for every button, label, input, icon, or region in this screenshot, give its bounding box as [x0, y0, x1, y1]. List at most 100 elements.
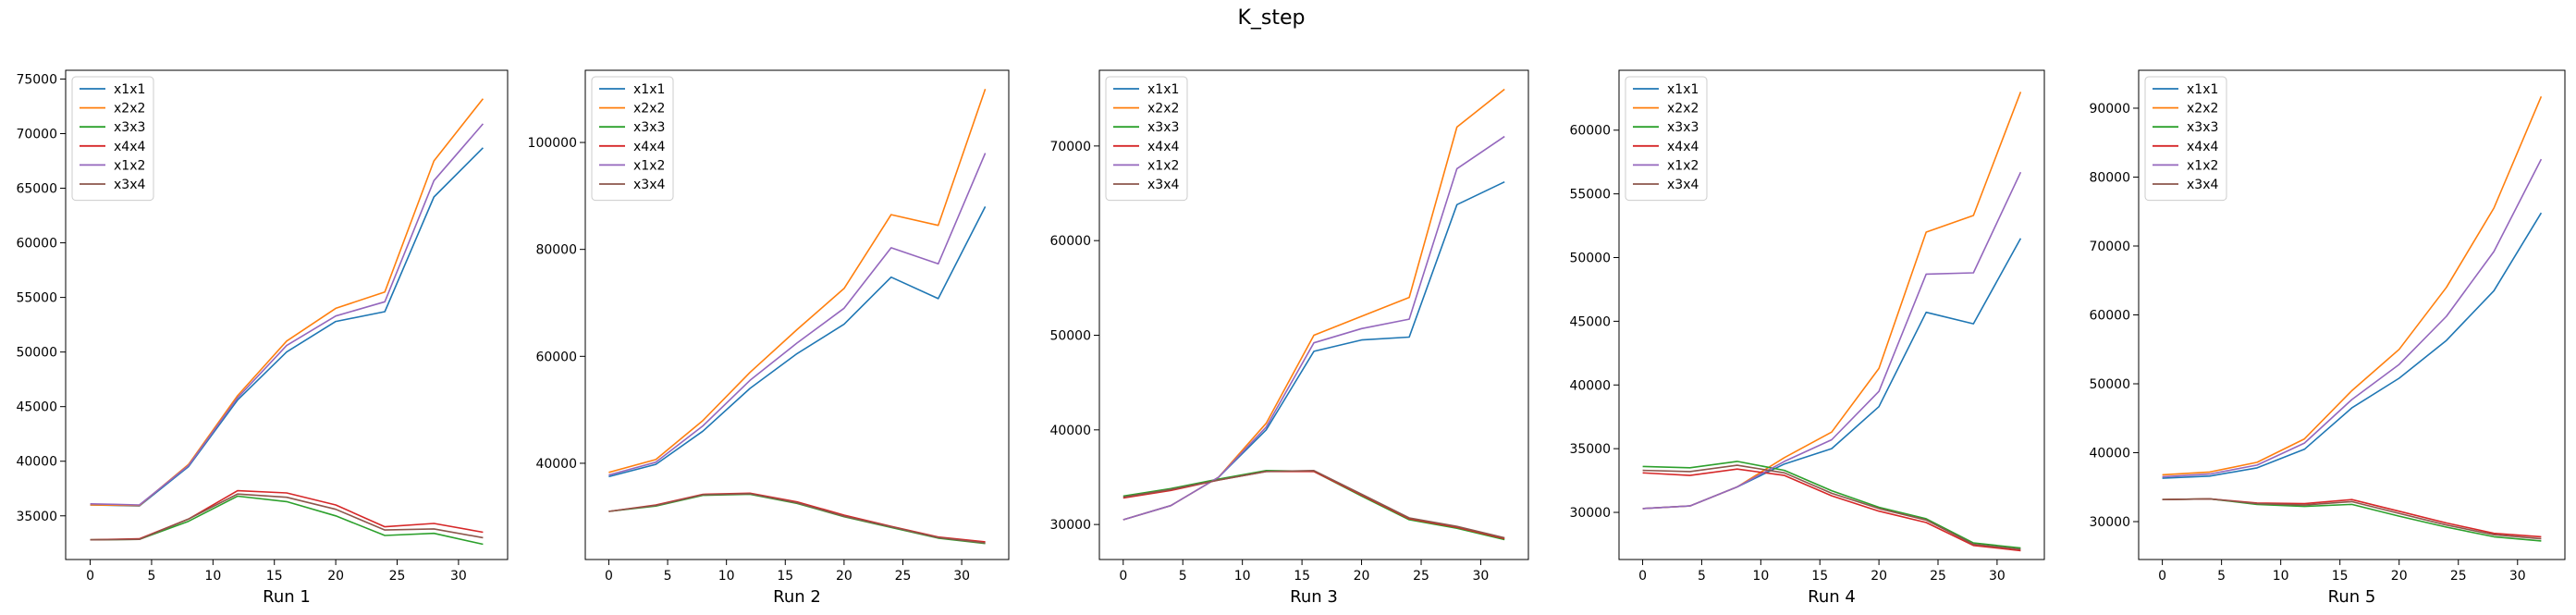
- legend-label-x4x4: x4x4: [114, 140, 145, 154]
- series-line-x3x4: [90, 493, 484, 541]
- legend-label-x1x1: x1x1: [2187, 82, 2218, 97]
- y-tick-label: 40000: [535, 457, 577, 472]
- x-tick-label: 25: [2450, 569, 2467, 584]
- series-line-x1x2: [608, 153, 987, 476]
- x-tick-label: 25: [895, 569, 912, 584]
- axes-frame: [65, 69, 509, 560]
- x-tick-label: 20: [1354, 569, 1370, 584]
- series-line-x1x1: [2162, 212, 2543, 479]
- legend-label-x1x2: x1x2: [2187, 158, 2218, 173]
- series-line-x1x2: [1642, 171, 2022, 510]
- y-tick-label: 80000: [2089, 170, 2130, 185]
- series-line-x4x4: [1642, 468, 2021, 552]
- legend-label-x3x4: x3x4: [633, 178, 665, 192]
- legend-label-x4x4: x4x4: [633, 140, 665, 154]
- series-line-x3x3: [1642, 461, 2021, 549]
- x-tick-label: 25: [389, 569, 406, 584]
- x-axis-label: Run 1: [263, 587, 311, 607]
- series-line-x3x4: [1122, 469, 1505, 539]
- y-tick-label: 100000: [528, 136, 577, 151]
- y-tick-label: 45000: [1569, 314, 1611, 329]
- x-tick-label: 20: [327, 569, 344, 584]
- legend-label-x1x2: x1x2: [1667, 158, 1699, 173]
- axes-frame: [1098, 69, 1529, 560]
- y-tick-label: 50000: [2089, 377, 2130, 392]
- y-tick-label: 50000: [1569, 252, 1611, 266]
- y-tick-label: 35000: [16, 510, 57, 524]
- legend-label-x4x4: x4x4: [1667, 140, 1699, 154]
- x-tick-label: 15: [1294, 569, 1310, 584]
- legend-label-x3x3: x3x3: [2187, 120, 2218, 135]
- series-line-x3x3: [90, 495, 484, 546]
- y-tick-label: 50000: [1049, 328, 1091, 343]
- x-tick-label: 10: [1752, 569, 1769, 584]
- chart-panel-5: 0 5 10 15 20 25 30 30000 40000 50000 60000 70000 800…: [2089, 69, 2566, 607]
- y-tick-label: 90000: [2089, 102, 2130, 117]
- legend-label-x1x1: x1x1: [1147, 82, 1179, 97]
- legend-label-x1x1: x1x1: [633, 82, 665, 97]
- legend-label-x2x2: x2x2: [1667, 102, 1699, 117]
- legend-label-x3x4: x3x4: [2187, 178, 2218, 192]
- series-line-x2x2: [608, 88, 987, 474]
- x-tick-label: 30: [953, 569, 970, 584]
- series-line-x4x4: [608, 492, 986, 543]
- x-tick-label: 15: [777, 569, 793, 584]
- x-tick-label: 0: [1119, 569, 1127, 584]
- axes-frame: [1618, 69, 2045, 560]
- y-tick-label: 70000: [16, 127, 57, 141]
- x-tick-label: 5: [1179, 569, 1187, 584]
- y-tick-label: 50000: [16, 346, 57, 361]
- x-tick-label: 10: [2273, 569, 2289, 584]
- legend-label-x1x1: x1x1: [114, 82, 145, 97]
- x-tick-label: 5: [2217, 569, 2226, 584]
- legend-label-x1x2: x1x2: [114, 158, 145, 173]
- series-line-x1x2: [90, 123, 485, 506]
- x-tick-label: 5: [1698, 569, 1706, 584]
- y-tick-label: 30000: [2089, 515, 2130, 530]
- x-tick-label: 20: [2391, 569, 2408, 584]
- y-tick-label: 40000: [16, 455, 57, 470]
- y-tick-label: 60000: [1569, 124, 1611, 139]
- series-line-x3x3: [2162, 498, 2542, 542]
- series-line-x3x3: [1122, 469, 1505, 541]
- legend-label-x3x4: x3x4: [114, 178, 145, 192]
- y-tick-label: 55000: [1569, 188, 1611, 203]
- x-tick-label: 5: [664, 569, 672, 584]
- legend-label-x2x2: x2x2: [633, 102, 665, 117]
- x-tick-label: 15: [266, 569, 283, 584]
- y-tick-label: 80000: [535, 243, 577, 258]
- y-tick-label: 40000: [1569, 378, 1611, 393]
- y-tick-label: 60000: [535, 350, 577, 364]
- x-tick-label: 0: [1638, 569, 1647, 584]
- x-tick-label: 0: [86, 569, 94, 584]
- series-line-x1x1: [90, 147, 484, 507]
- y-tick-label: 60000: [1049, 234, 1091, 249]
- y-tick-label: 30000: [1049, 518, 1091, 533]
- x-tick-label: 20: [836, 569, 853, 584]
- series-line-x1x1: [1122, 180, 1505, 521]
- series-line-x3x4: [608, 493, 986, 544]
- x-tick-label: 5: [147, 569, 155, 584]
- y-tick-label: 55000: [16, 291, 57, 306]
- series-line-x4x4: [1122, 470, 1505, 540]
- legend-label-x3x4: x3x4: [1147, 178, 1179, 192]
- legend-label-x4x4: x4x4: [1147, 140, 1179, 154]
- x-axis-label: Run 5: [2328, 587, 2376, 607]
- y-tick-label: 65000: [16, 182, 57, 197]
- x-tick-label: 15: [1811, 569, 1828, 584]
- x-tick-label: 10: [718, 569, 735, 584]
- legend-label-x1x2: x1x2: [633, 158, 665, 173]
- chart-panel-1: 0 5 10 15 20 25 30 35000 40000 45000 50000 55000 600…: [16, 69, 509, 607]
- x-tick-label: 10: [204, 569, 221, 584]
- x-tick-label: 30: [450, 569, 467, 584]
- x-tick-label: 25: [1930, 569, 1946, 584]
- chart-panel-4: 0 5 10 15 20 25 30 30000 35000 40000 45000 50000 550…: [1569, 69, 2045, 607]
- series-line-x1x1: [1642, 238, 2022, 510]
- series-line-x1x2: [1122, 135, 1505, 521]
- legend-label-x1x2: x1x2: [1147, 158, 1179, 173]
- series-line-x3x4: [1642, 464, 2021, 550]
- legend-label-x2x2: x2x2: [114, 102, 145, 117]
- legend-label-x3x4: x3x4: [1667, 178, 1699, 192]
- x-tick-label: 0: [2158, 569, 2166, 584]
